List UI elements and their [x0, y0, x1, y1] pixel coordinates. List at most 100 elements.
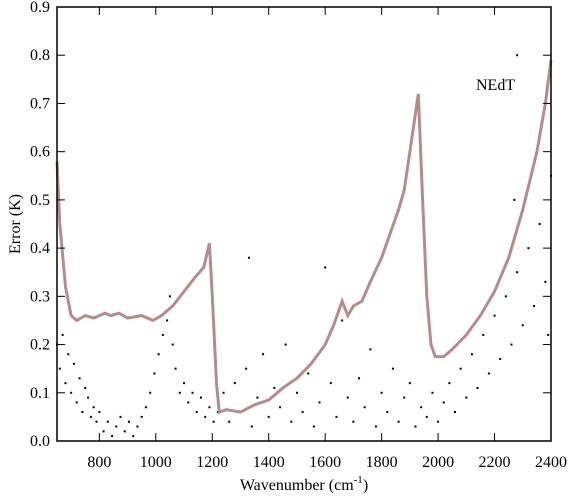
x-tick-label: 2000	[422, 454, 454, 471]
scatter-point	[290, 420, 293, 423]
scatter-point	[245, 367, 248, 370]
scatter-point	[513, 198, 516, 201]
y-tick-label: 0.6	[30, 144, 50, 161]
scatter-point	[510, 343, 513, 346]
scatter-point	[470, 353, 473, 356]
x-tick-label: 800	[87, 454, 111, 471]
scatter-point	[161, 333, 164, 336]
scatter-point	[425, 415, 428, 418]
scatter-point	[87, 396, 90, 399]
series-label: NEdT	[476, 77, 515, 94]
scatter-point	[61, 333, 64, 336]
scatter-point	[544, 280, 547, 283]
x-tick-label: 2400	[535, 454, 567, 471]
y-tick-label: 0.4	[30, 240, 50, 257]
scatter-point	[397, 420, 400, 423]
scatter-point	[84, 386, 87, 389]
scatter-point	[391, 367, 394, 370]
y-tick-label: 0.7	[30, 95, 50, 112]
scatter-point	[318, 401, 321, 404]
scatter-point	[533, 304, 536, 307]
scatter-point	[195, 411, 198, 414]
scatter-point	[335, 415, 338, 418]
scatter-point	[403, 396, 406, 399]
x-tick-label: 2200	[479, 454, 511, 471]
y-tick-label: 0.5	[30, 192, 50, 209]
scatter-point	[386, 411, 389, 414]
scatter-point	[363, 406, 366, 409]
scatter-point	[204, 415, 207, 418]
scatter-point	[102, 430, 105, 433]
scatter-point	[493, 314, 496, 317]
scatter-point	[115, 425, 118, 428]
y-tick-label: 0.2	[30, 337, 50, 354]
scatter-point	[454, 411, 457, 414]
scatter-point	[516, 271, 519, 274]
scatter-point	[72, 362, 75, 365]
scatter-point	[111, 435, 114, 438]
scatter-point	[358, 377, 361, 380]
scatter-point	[262, 353, 265, 356]
scatter-point	[527, 247, 530, 250]
y-tick-label: 0.9	[30, 0, 50, 16]
scatter-point	[187, 401, 190, 404]
scatter-point	[487, 372, 490, 375]
scatter-point	[247, 256, 250, 259]
scatter-point	[168, 295, 171, 298]
scatter-point	[144, 406, 147, 409]
scatter-point	[538, 223, 541, 225]
scatter-point	[191, 391, 194, 394]
scatter-point	[136, 425, 139, 428]
scatter-point	[70, 391, 73, 394]
scatter-point	[437, 420, 440, 423]
scatter-point	[166, 319, 169, 322]
scatter-point	[448, 382, 451, 385]
scatter-point	[504, 295, 507, 298]
scatter-point	[369, 348, 372, 351]
scatter-point	[312, 425, 315, 428]
scatter-point	[250, 425, 253, 428]
scatter-point	[267, 415, 270, 418]
scatter-point	[408, 382, 411, 385]
scatter-point	[222, 391, 225, 394]
scatter-point	[98, 411, 101, 414]
scatter-point	[228, 420, 231, 423]
y-tick-label: 0.8	[30, 47, 50, 64]
scatter-point	[465, 396, 468, 399]
scatter-point	[123, 430, 126, 433]
scatter-point	[75, 401, 78, 404]
scatter-point	[352, 420, 355, 423]
scatter-point	[547, 333, 550, 336]
x-tick-label: 1000	[140, 454, 172, 471]
scatter-point	[459, 367, 462, 370]
y-tick-label: 0.1	[30, 385, 50, 402]
scatter-point	[295, 391, 298, 394]
y-tick-label: 0.0	[30, 433, 50, 450]
scatter-point	[431, 391, 434, 394]
scatter-point	[499, 358, 502, 361]
scatter-point	[149, 391, 152, 394]
scatter-point	[199, 396, 202, 399]
y-tick-label: 0.3	[30, 288, 50, 305]
x-tick-label: 1800	[366, 454, 398, 471]
scatter-point	[346, 396, 349, 399]
scatter-point	[171, 343, 174, 346]
scatter-point	[301, 411, 304, 414]
scatter-point	[374, 425, 377, 428]
scatter-point	[95, 420, 98, 423]
y-axis-label: Error (K)	[7, 194, 24, 254]
plot-frame	[56, 6, 552, 442]
scatter-point	[92, 406, 95, 409]
scatter-point	[482, 333, 485, 336]
nedt-line	[55, 59, 553, 415]
x-tick-label: 1400	[253, 454, 285, 471]
x-axis-label: Wavenumber (cm-1)	[240, 474, 368, 494]
scatter-point	[132, 435, 135, 438]
scatter-point	[140, 415, 143, 418]
scatter-point	[233, 382, 236, 385]
scatter-point	[64, 382, 67, 385]
scatter-point	[516, 54, 519, 57]
scatter-point	[58, 367, 61, 370]
x-axis-label-end: )	[363, 477, 368, 494]
